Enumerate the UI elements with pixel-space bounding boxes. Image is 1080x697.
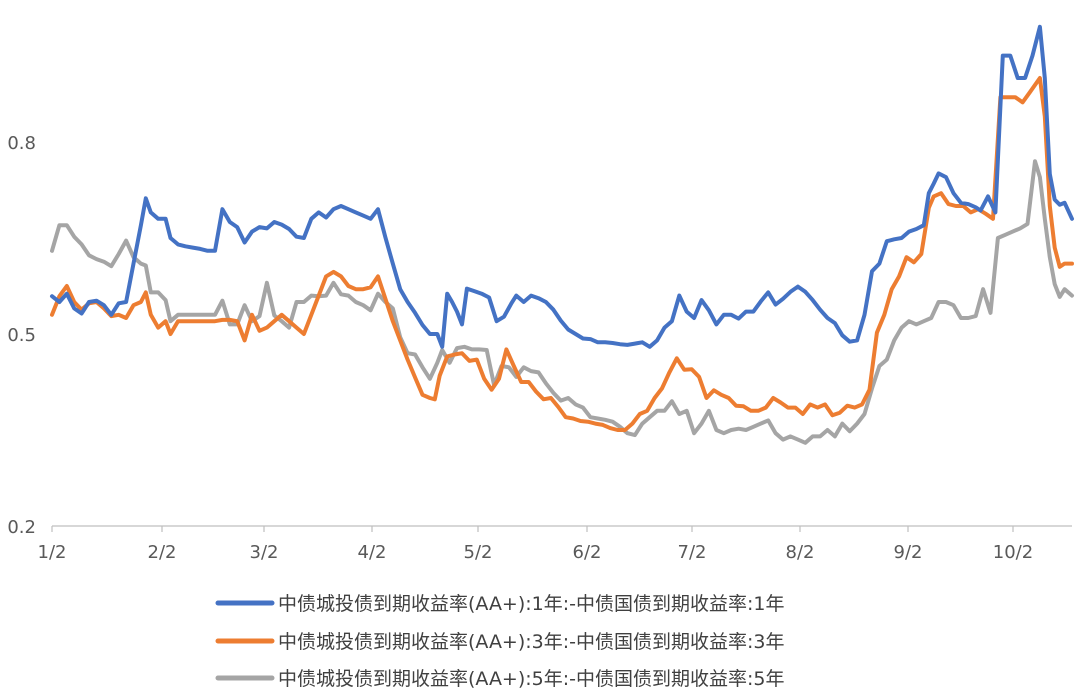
x-tick-label: 8/2 (786, 542, 815, 563)
series-line-5yr (50, 159, 1074, 445)
series-line-3yr (50, 76, 1074, 432)
x-tick-label: 4/2 (358, 542, 387, 563)
y-tick-label: 0.2 (7, 517, 36, 538)
x-axis-tick-marks (51, 526, 1014, 532)
legend-entry-5yr: 中债城投债到期收益率(AA+):5年:-中债国债到期收益率:5年 (215, 668, 785, 690)
x-axis-ticks: 1/2 2/2 3/2 4/2 5/2 6/2 7/2 8/2 9/2 10/2 (38, 542, 1034, 563)
x-tick-label: 9/2 (894, 542, 923, 563)
y-axis-ticks: 0.8 0.5 0.2 (7, 133, 36, 538)
legend-label: 中债城投债到期收益率(AA+):3年:-中债国债到期收益率:3年 (278, 631, 785, 653)
series-lines (50, 24, 1074, 445)
x-tick-label: 2/2 (148, 542, 177, 563)
y-tick-label: 0.5 (7, 325, 36, 346)
legend-entry-1yr: 中债城投债到期收益率(AA+):1年:-中债国债到期收益率:1年 (215, 593, 785, 615)
x-tick-label: 6/2 (573, 542, 602, 563)
y-tick-label: 0.8 (7, 133, 36, 154)
x-tick-label: 10/2 (993, 542, 1033, 563)
series-line-1yr (50, 24, 1074, 349)
x-tick-label: 5/2 (464, 542, 493, 563)
legend-label: 中债城投债到期收益率(AA+):5年:-中债国债到期收益率:5年 (278, 668, 785, 690)
legend-label: 中债城投债到期收益率(AA+):1年:-中债国债到期收益率:1年 (278, 593, 785, 615)
legend: 中债城投债到期收益率(AA+):1年:-中债国债到期收益率:1年 中债城投债到期… (215, 593, 785, 690)
x-tick-label: 7/2 (678, 542, 707, 563)
legend-entry-3yr: 中债城投债到期收益率(AA+):3年:-中债国债到期收益率:3年 (215, 631, 785, 653)
x-tick-label: 1/2 (38, 542, 67, 563)
x-tick-label: 3/2 (250, 542, 279, 563)
